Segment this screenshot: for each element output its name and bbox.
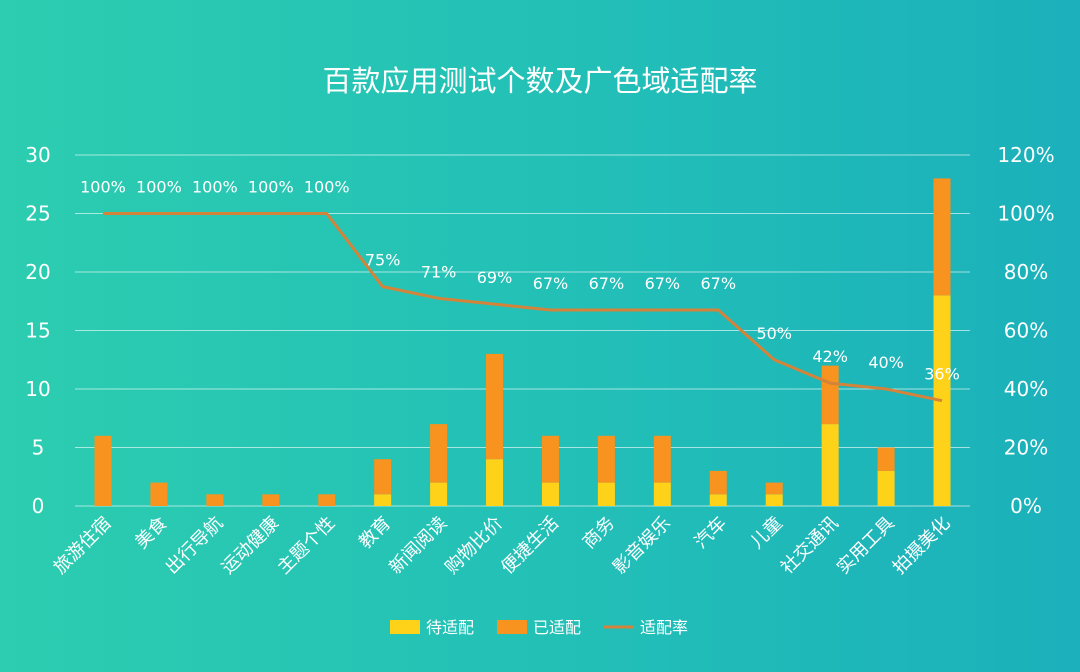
bar-待适配 bbox=[374, 494, 392, 506]
x-tick-label: 商务 bbox=[579, 513, 619, 553]
legend-swatch-待适配 bbox=[390, 620, 420, 634]
x-tick-label: 便捷生活 bbox=[497, 513, 563, 579]
bar-待适配 bbox=[821, 424, 839, 506]
right-tick-label: 0% bbox=[1010, 494, 1042, 518]
legend-label: 待适配 bbox=[426, 618, 474, 637]
bar-已适配 bbox=[653, 435, 671, 483]
x-tick-label: 出行导航 bbox=[162, 513, 228, 579]
left-tick-label: 10 bbox=[25, 377, 50, 401]
rate-data-label: 100% bbox=[136, 178, 182, 197]
left-tick-label: 25 bbox=[25, 202, 50, 226]
bar-已适配 bbox=[206, 494, 224, 506]
legend: 待适配 已适配 适配率 bbox=[390, 618, 688, 637]
rate-data-label: 100% bbox=[304, 178, 350, 197]
bar-待适配 bbox=[653, 482, 671, 506]
x-tick-label: 旅游住宿 bbox=[50, 513, 116, 579]
rate-data-label: 100% bbox=[248, 178, 294, 197]
bar-待适配 bbox=[541, 482, 559, 506]
x-tick-label: 儿童 bbox=[746, 513, 786, 553]
legend-swatch-已适配 bbox=[497, 620, 527, 634]
x-tick-label: 主题个性 bbox=[273, 513, 339, 579]
legend-label: 已适配 bbox=[533, 618, 581, 637]
bar-已适配 bbox=[933, 178, 951, 296]
x-tick-label: 美食 bbox=[131, 513, 171, 553]
rate-data-label: 50% bbox=[756, 324, 792, 343]
right-tick-label: 40% bbox=[1004, 377, 1048, 401]
rate-data-label: 100% bbox=[192, 178, 238, 197]
bar-已适配 bbox=[765, 482, 783, 495]
x-tick-label: 运动健康 bbox=[218, 513, 284, 579]
left-axis-ticks: 0 5 10 15 20 25 30 bbox=[25, 143, 50, 518]
rate-data-label: 69% bbox=[477, 268, 513, 287]
bar-待适配 bbox=[877, 470, 895, 506]
x-tick-label: 教育 bbox=[355, 513, 395, 553]
right-tick-label: 60% bbox=[1004, 319, 1048, 343]
left-tick-label: 20 bbox=[25, 260, 50, 284]
bar-已适配 bbox=[597, 435, 615, 483]
bar-已适配 bbox=[94, 435, 112, 506]
chart-title: 百款应用测试个数及广色域适配率 bbox=[322, 64, 757, 98]
x-tick-label: 实用工具 bbox=[833, 513, 899, 579]
bar-待适配 bbox=[430, 482, 448, 506]
rate-labels-group: 100% 100% 100% 100% 100% 75% 71% 69% 67% 67% 67% 67… bbox=[80, 178, 960, 384]
bar-已适配 bbox=[430, 424, 448, 483]
bar-待适配 bbox=[597, 482, 615, 506]
right-tick-label: 80% bbox=[1004, 260, 1048, 284]
legend-label: 适配率 bbox=[640, 618, 688, 637]
left-tick-label: 30 bbox=[25, 143, 50, 167]
left-tick-label: 5 bbox=[32, 436, 45, 460]
bar-已适配 bbox=[541, 435, 559, 483]
right-tick-label: 100% bbox=[997, 202, 1054, 226]
rate-data-label: 100% bbox=[80, 178, 126, 197]
bar-已适配 bbox=[318, 494, 336, 506]
rate-data-label: 40% bbox=[868, 353, 904, 372]
rate-data-label: 67% bbox=[589, 274, 625, 293]
rate-data-label: 75% bbox=[365, 251, 401, 270]
bar-已适配 bbox=[821, 365, 839, 425]
rate-line bbox=[102, 212, 943, 403]
x-tick-label: 社交通讯 bbox=[777, 513, 843, 579]
bar-已适配 bbox=[486, 353, 504, 460]
x-tick-label: 影音娱乐 bbox=[609, 513, 675, 579]
bar-待适配 bbox=[765, 494, 783, 506]
bar-已适配 bbox=[877, 447, 895, 471]
bar-已适配 bbox=[262, 494, 280, 506]
left-tick-label: 15 bbox=[25, 319, 50, 343]
rate-data-label: 71% bbox=[421, 262, 457, 281]
rate-line-group bbox=[102, 212, 943, 403]
rate-data-label: 67% bbox=[701, 274, 737, 293]
bar-待适配 bbox=[486, 459, 504, 506]
rate-data-label: 67% bbox=[645, 274, 681, 293]
bar-已适配 bbox=[709, 470, 727, 495]
bars-group bbox=[94, 178, 951, 506]
x-tick-label: 购物比价 bbox=[441, 513, 507, 579]
bar-已适配 bbox=[374, 459, 392, 495]
rate-data-label: 36% bbox=[924, 365, 960, 384]
bar-待适配 bbox=[709, 494, 727, 506]
right-tick-label: 120% bbox=[997, 143, 1054, 167]
left-tick-label: 0 bbox=[32, 494, 45, 518]
x-tick-label: 拍摄美化 bbox=[889, 513, 955, 579]
x-tick-label: 新闻阅读 bbox=[385, 513, 451, 579]
rate-data-label: 67% bbox=[533, 274, 569, 293]
right-axis-ticks: 0% 20% 40% 60% 80% 100% 120% bbox=[997, 143, 1054, 518]
x-tick-label: 汽车 bbox=[691, 513, 731, 553]
right-tick-label: 20% bbox=[1004, 436, 1048, 460]
bar-已适配 bbox=[150, 482, 168, 506]
rate-data-label: 42% bbox=[812, 347, 848, 366]
